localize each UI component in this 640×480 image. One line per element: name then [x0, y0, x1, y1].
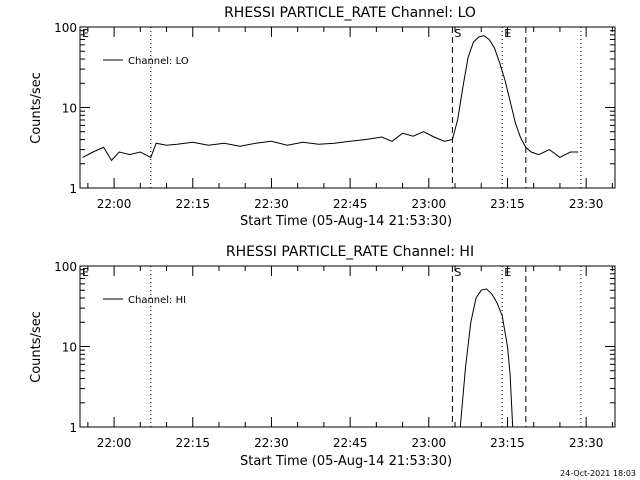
y-tick-label: 10	[62, 341, 77, 355]
plot-frame	[79, 26, 616, 189]
series-line	[459, 288, 514, 428]
marker-label: E	[82, 27, 89, 40]
marker-label: S	[454, 266, 461, 279]
legend-entry: Channel: LO	[128, 56, 189, 67]
x-tick-label: 23:30	[569, 436, 604, 450]
x-tick-label: 22:45	[333, 436, 368, 450]
chart-panel-hi: RHESSI PARTICLE_RATE Channel: HI Counts/…	[29, 244, 616, 469]
series-group	[459, 288, 514, 428]
y-axis-label: Counts/sec	[29, 72, 44, 144]
x-tick-label: 22:15	[175, 436, 210, 450]
x-tick-label: 23:15	[490, 197, 525, 211]
x-tick-label: 23:15	[490, 436, 525, 450]
marker-label: E	[504, 27, 511, 40]
y-axis-label: Counts/sec	[29, 311, 44, 383]
x-tick-label: 22:15	[175, 197, 210, 211]
x-tick-label: 23:00	[412, 436, 447, 450]
marker-label: S	[454, 27, 461, 40]
y-tick-label: 100	[54, 21, 77, 35]
marker-label: E	[82, 266, 89, 279]
y-tick-label: 1	[69, 182, 77, 196]
x-tick-label: 23:30	[569, 197, 604, 211]
legend-entry: Channel: HI	[128, 295, 186, 306]
series-group	[82, 35, 579, 162]
chart-panel-lo: RHESSI PARTICLE_RATE Channel: LO Counts/…	[29, 5, 616, 229]
x-tick-label: 22:45	[333, 197, 368, 211]
chart-title: RHESSI PARTICLE_RATE Channel: HI	[226, 244, 474, 260]
x-tick-label: 22:30	[254, 436, 289, 450]
legend: Channel: HI	[103, 295, 186, 306]
x-axis-label: Start Time (05-Aug-14 21:53:30)	[240, 454, 452, 469]
marker-label: E	[504, 266, 511, 279]
x-tick-label: 23:00	[412, 197, 447, 211]
legend: Channel: LO	[103, 56, 189, 67]
plot-frame	[79, 265, 616, 428]
y-tick-label: 100	[54, 260, 77, 274]
x-tick-label: 22:00	[97, 436, 132, 450]
x-tick-label: 22:00	[97, 197, 132, 211]
x-tick-label: 22:30	[254, 197, 289, 211]
chart-title: RHESSI PARTICLE_RATE Channel: LO	[224, 5, 476, 21]
footer-timestamp: 24-Oct-2021 18:03	[560, 469, 636, 478]
y-tick-label: 10	[62, 102, 77, 116]
y-tick-label: 1	[69, 421, 77, 435]
series-line	[82, 35, 579, 162]
x-axis-label: Start Time (05-Aug-14 21:53:30)	[240, 214, 452, 229]
